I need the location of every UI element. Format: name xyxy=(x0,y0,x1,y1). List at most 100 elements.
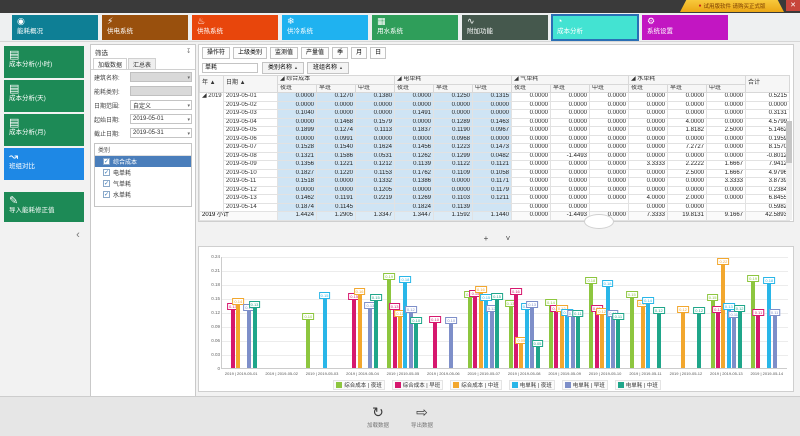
date-cell[interactable]: 2019-05-14 xyxy=(223,202,278,212)
value-cell[interactable]: 4.0000 xyxy=(667,117,707,127)
value-cell[interactable]: 0.0000 xyxy=(628,92,668,102)
bar[interactable] xyxy=(530,307,535,368)
value-cell[interactable]: 0.0000 xyxy=(667,109,707,119)
value-cell[interactable]: 0.0000 xyxy=(511,160,551,170)
total-cell[interactable]: 8.1570 xyxy=(745,143,790,153)
pivot-toolbar-button[interactable]: 季 xyxy=(332,47,349,59)
value-cell[interactable]: 0.1899 xyxy=(277,126,317,136)
value-cell[interactable]: 0.0000 xyxy=(628,177,668,187)
value-cell[interactable]: 2.2222 xyxy=(667,160,707,170)
value-cell[interactable]: 0.0000 xyxy=(706,185,746,195)
bar[interactable] xyxy=(357,294,362,368)
date-cell[interactable]: 2019-05-10 xyxy=(223,168,278,178)
value-cell[interactable]: 0.0000 xyxy=(628,100,668,110)
chart-zoom-button[interactable]: + xyxy=(483,234,489,243)
value-cell[interactable]: 0.1121 xyxy=(472,160,512,170)
legend-item[interactable]: 电单耗 | 中班 xyxy=(614,380,661,390)
value-cell[interactable] xyxy=(472,202,512,212)
value-cell[interactable]: 0.0000 xyxy=(706,100,746,110)
filter-field-control[interactable]: 2019-05-01 ▾ xyxy=(130,114,192,124)
sidebar-item-cost-analysis-day[interactable]: ▤ 成本分析(天) xyxy=(4,80,84,112)
total-cell[interactable]: -0.8012 xyxy=(745,151,790,161)
value-cell[interactable]: 0.0000 xyxy=(706,117,746,127)
value-cell[interactable]: 0.1040 xyxy=(277,109,317,119)
column-subheader-shift[interactable]: 中班 xyxy=(706,83,746,93)
value-cell[interactable]: 0.0000 xyxy=(589,100,629,110)
value-cell[interactable]: 0.0000 xyxy=(550,117,590,127)
year-cell[interactable]: ◢ 2019 xyxy=(199,92,224,212)
column-subheader-shift[interactable]: 早班 xyxy=(667,83,707,93)
value-cell[interactable]: 0.0000 xyxy=(277,134,317,144)
bar[interactable] xyxy=(495,299,500,368)
value-cell[interactable]: 0.0000 xyxy=(628,109,668,119)
value-cell[interactable]: 0.0000 xyxy=(706,109,746,119)
date-cell[interactable]: 2019-05-02 xyxy=(223,100,278,110)
subtotal-value-cell[interactable]: 1.4424 xyxy=(277,211,317,221)
value-cell[interactable]: 0.0000 xyxy=(277,117,317,127)
column-group-header[interactable]: ◢ 气单耗 xyxy=(511,75,629,85)
bar[interactable] xyxy=(368,307,373,368)
column-group-header[interactable]: ◢ 综合成本 xyxy=(277,75,395,85)
value-cell[interactable]: 0.0000 xyxy=(550,160,590,170)
pivot-pill[interactable]: 班组名称 ▲ xyxy=(306,62,349,74)
value-cell[interactable]: 0.1463 xyxy=(472,117,512,127)
value-cell[interactable]: 0.0000 xyxy=(589,109,629,119)
value-cell[interactable]: 0.0000 xyxy=(511,168,551,178)
bar[interactable] xyxy=(732,316,737,368)
value-cell[interactable]: 0.0000 xyxy=(511,194,551,204)
value-cell[interactable]: 0.0000 xyxy=(316,185,356,195)
value-cell[interactable]: 0.0000 xyxy=(667,185,707,195)
column-subheader-shift[interactable]: 早班 xyxy=(550,83,590,93)
value-cell[interactable]: 0.0000 xyxy=(628,134,668,144)
value-cell[interactable]: 0.0000 xyxy=(355,109,395,119)
value-cell[interactable]: 0.0000 xyxy=(589,194,629,204)
splitter-handle[interactable] xyxy=(584,214,614,229)
subtotal-total-cell[interactable]: 42.5893 xyxy=(745,211,790,221)
pivot-toolbar-button[interactable]: 上级类别 xyxy=(233,47,268,59)
filter-tab-load-data[interactable]: 加载数据 xyxy=(93,58,128,69)
filter-field-control[interactable]: ▾ xyxy=(130,72,192,82)
value-cell[interactable]: 0.0000 xyxy=(706,194,746,204)
value-cell[interactable] xyxy=(706,202,746,212)
subtotal-value-cell[interactable]: 1.3347 xyxy=(355,211,395,221)
value-cell[interactable]: 0.1223 xyxy=(433,143,473,153)
value-cell[interactable]: 0.1113 xyxy=(355,126,395,136)
value-cell[interactable]: 0.0000 xyxy=(394,92,434,102)
value-cell[interactable]: 1.6667 xyxy=(706,160,746,170)
value-cell[interactable]: 0.1380 xyxy=(355,92,395,102)
value-cell[interactable]: 0.0000 xyxy=(511,143,551,153)
value-cell[interactable]: 3.3333 xyxy=(628,160,668,170)
value-cell[interactable]: 0.0991 xyxy=(316,134,356,144)
value-cell[interactable]: 0.0000 xyxy=(277,100,317,110)
value-cell[interactable]: 0.1190 xyxy=(433,126,473,136)
legend-item[interactable]: 综合成本 | 夜班 xyxy=(333,380,385,390)
bar[interactable] xyxy=(252,306,257,368)
subtotal-value-cell[interactable]: 1.1440 xyxy=(472,211,512,221)
bar[interactable] xyxy=(600,314,605,368)
date-cell[interactable]: 2019-05-04 xyxy=(223,117,278,127)
value-cell[interactable]: 0.1762 xyxy=(394,168,434,178)
ribbon-button-cooling-supply[interactable]: ❄ 供冷系统 xyxy=(282,15,368,40)
value-cell[interactable]: 2.0000 xyxy=(667,194,707,204)
value-cell[interactable]: 0.0000 xyxy=(277,92,317,102)
ribbon-button-power-supply[interactable]: ⚡ 供电系统 xyxy=(102,15,188,40)
value-cell[interactable]: 0.0000 xyxy=(589,151,629,161)
subtotal-value-cell[interactable]: 7.3333 xyxy=(628,211,668,221)
bar[interactable] xyxy=(570,315,575,368)
value-cell[interactable]: 0.0000 xyxy=(394,134,434,144)
value-cell[interactable]: 0.0000 xyxy=(628,126,668,136)
bar[interactable] xyxy=(403,282,408,368)
ribbon-button-cost-analysis[interactable]: ◔ 成本分析 xyxy=(551,14,639,41)
value-cell[interactable]: 0.1624 xyxy=(355,143,395,153)
bar[interactable] xyxy=(721,264,726,368)
value-cell[interactable]: 0.0000 xyxy=(589,168,629,178)
bar[interactable] xyxy=(756,314,761,368)
total-cell[interactable]: 5.1462 xyxy=(745,126,790,136)
legend-item[interactable]: 综合成本 | 中班 xyxy=(450,380,502,390)
bar[interactable] xyxy=(645,303,650,368)
bar[interactable] xyxy=(468,296,473,368)
bar[interactable] xyxy=(478,292,483,368)
value-cell[interactable]: 0.1139 xyxy=(394,160,434,170)
value-cell[interactable]: 0.0000 xyxy=(316,100,356,110)
bar[interactable] xyxy=(322,298,327,368)
